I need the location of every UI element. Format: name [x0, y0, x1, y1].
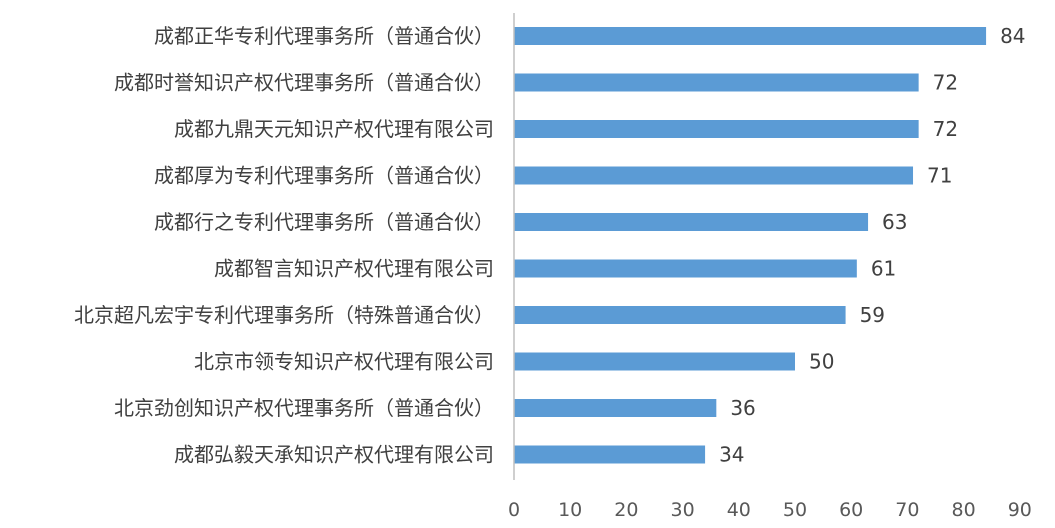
- value-label-1: 72: [933, 71, 958, 95]
- x-tick-label-5: 50: [783, 499, 807, 521]
- value-label-7: 50: [809, 350, 834, 374]
- x-tick-label-1: 10: [558, 499, 582, 521]
- x-tick-label-8: 80: [952, 499, 976, 521]
- x-tick-label-2: 20: [614, 499, 638, 521]
- bar-3: [514, 166, 914, 185]
- x-tick-label-9: 90: [1008, 499, 1032, 521]
- bar-9: [514, 445, 706, 464]
- category-label-5: 成都智言知识产权代理有限公司: [214, 257, 494, 281]
- x-tick-label-7: 70: [895, 499, 919, 521]
- bar-4: [514, 213, 869, 231]
- value-label-4: 63: [882, 210, 907, 234]
- value-labels: 84 72 72 71 63 61 59 50 36 34: [719, 24, 1025, 467]
- value-label-3: 71: [927, 164, 952, 188]
- category-label-4: 成都行之专利代理事务所（普通合伙）: [154, 210, 494, 234]
- bars-group: [514, 27, 987, 464]
- bar-2: [514, 120, 919, 138]
- bar-1: [514, 73, 919, 92]
- value-label-6: 59: [860, 303, 885, 327]
- value-label-0: 84: [1000, 24, 1025, 48]
- value-label-5: 61: [871, 257, 896, 281]
- x-tick-label-3: 30: [671, 499, 695, 521]
- category-label-7: 北京市领专知识产权代理有限公司: [194, 350, 494, 374]
- bar-5: [514, 259, 857, 278]
- category-label-6: 北京超凡宏宇专利代理事务所（特殊普通合伙）: [74, 303, 494, 327]
- category-labels: 成都正华专利代理事务所（普通合伙） 成都时誉知识产权代理事务所（普通合伙） 成都九鼎…: [74, 24, 494, 467]
- category-label-8: 北京劲创知识产权代理事务所（普通合伙）: [114, 396, 494, 420]
- value-label-8: 36: [730, 396, 755, 420]
- value-label-2: 72: [933, 117, 958, 141]
- value-label-9: 34: [719, 443, 744, 467]
- category-label-1: 成都时誉知识产权代理事务所（普通合伙）: [114, 71, 494, 95]
- x-tick-label-4: 40: [727, 499, 751, 521]
- x-tick-label-6: 60: [839, 499, 863, 521]
- x-axis-tick-labels: 0 10 20 30 40 50 60 70 80 90: [508, 499, 1032, 521]
- category-label-0: 成都正华专利代理事务所（普通合伙）: [154, 24, 494, 48]
- bar-8: [514, 399, 717, 417]
- category-label-3: 成都厚为专利代理事务所（普通合伙）: [154, 164, 494, 188]
- x-tick-label-0: 0: [508, 499, 520, 521]
- category-label-9: 成都弘毅天承知识产权代理有限公司: [174, 443, 494, 467]
- bar-6: [514, 306, 846, 324]
- category-label-2: 成都九鼎天元知识产权代理有限公司: [174, 117, 494, 141]
- bar-7: [514, 352, 795, 371]
- bar-0: [514, 27, 987, 45]
